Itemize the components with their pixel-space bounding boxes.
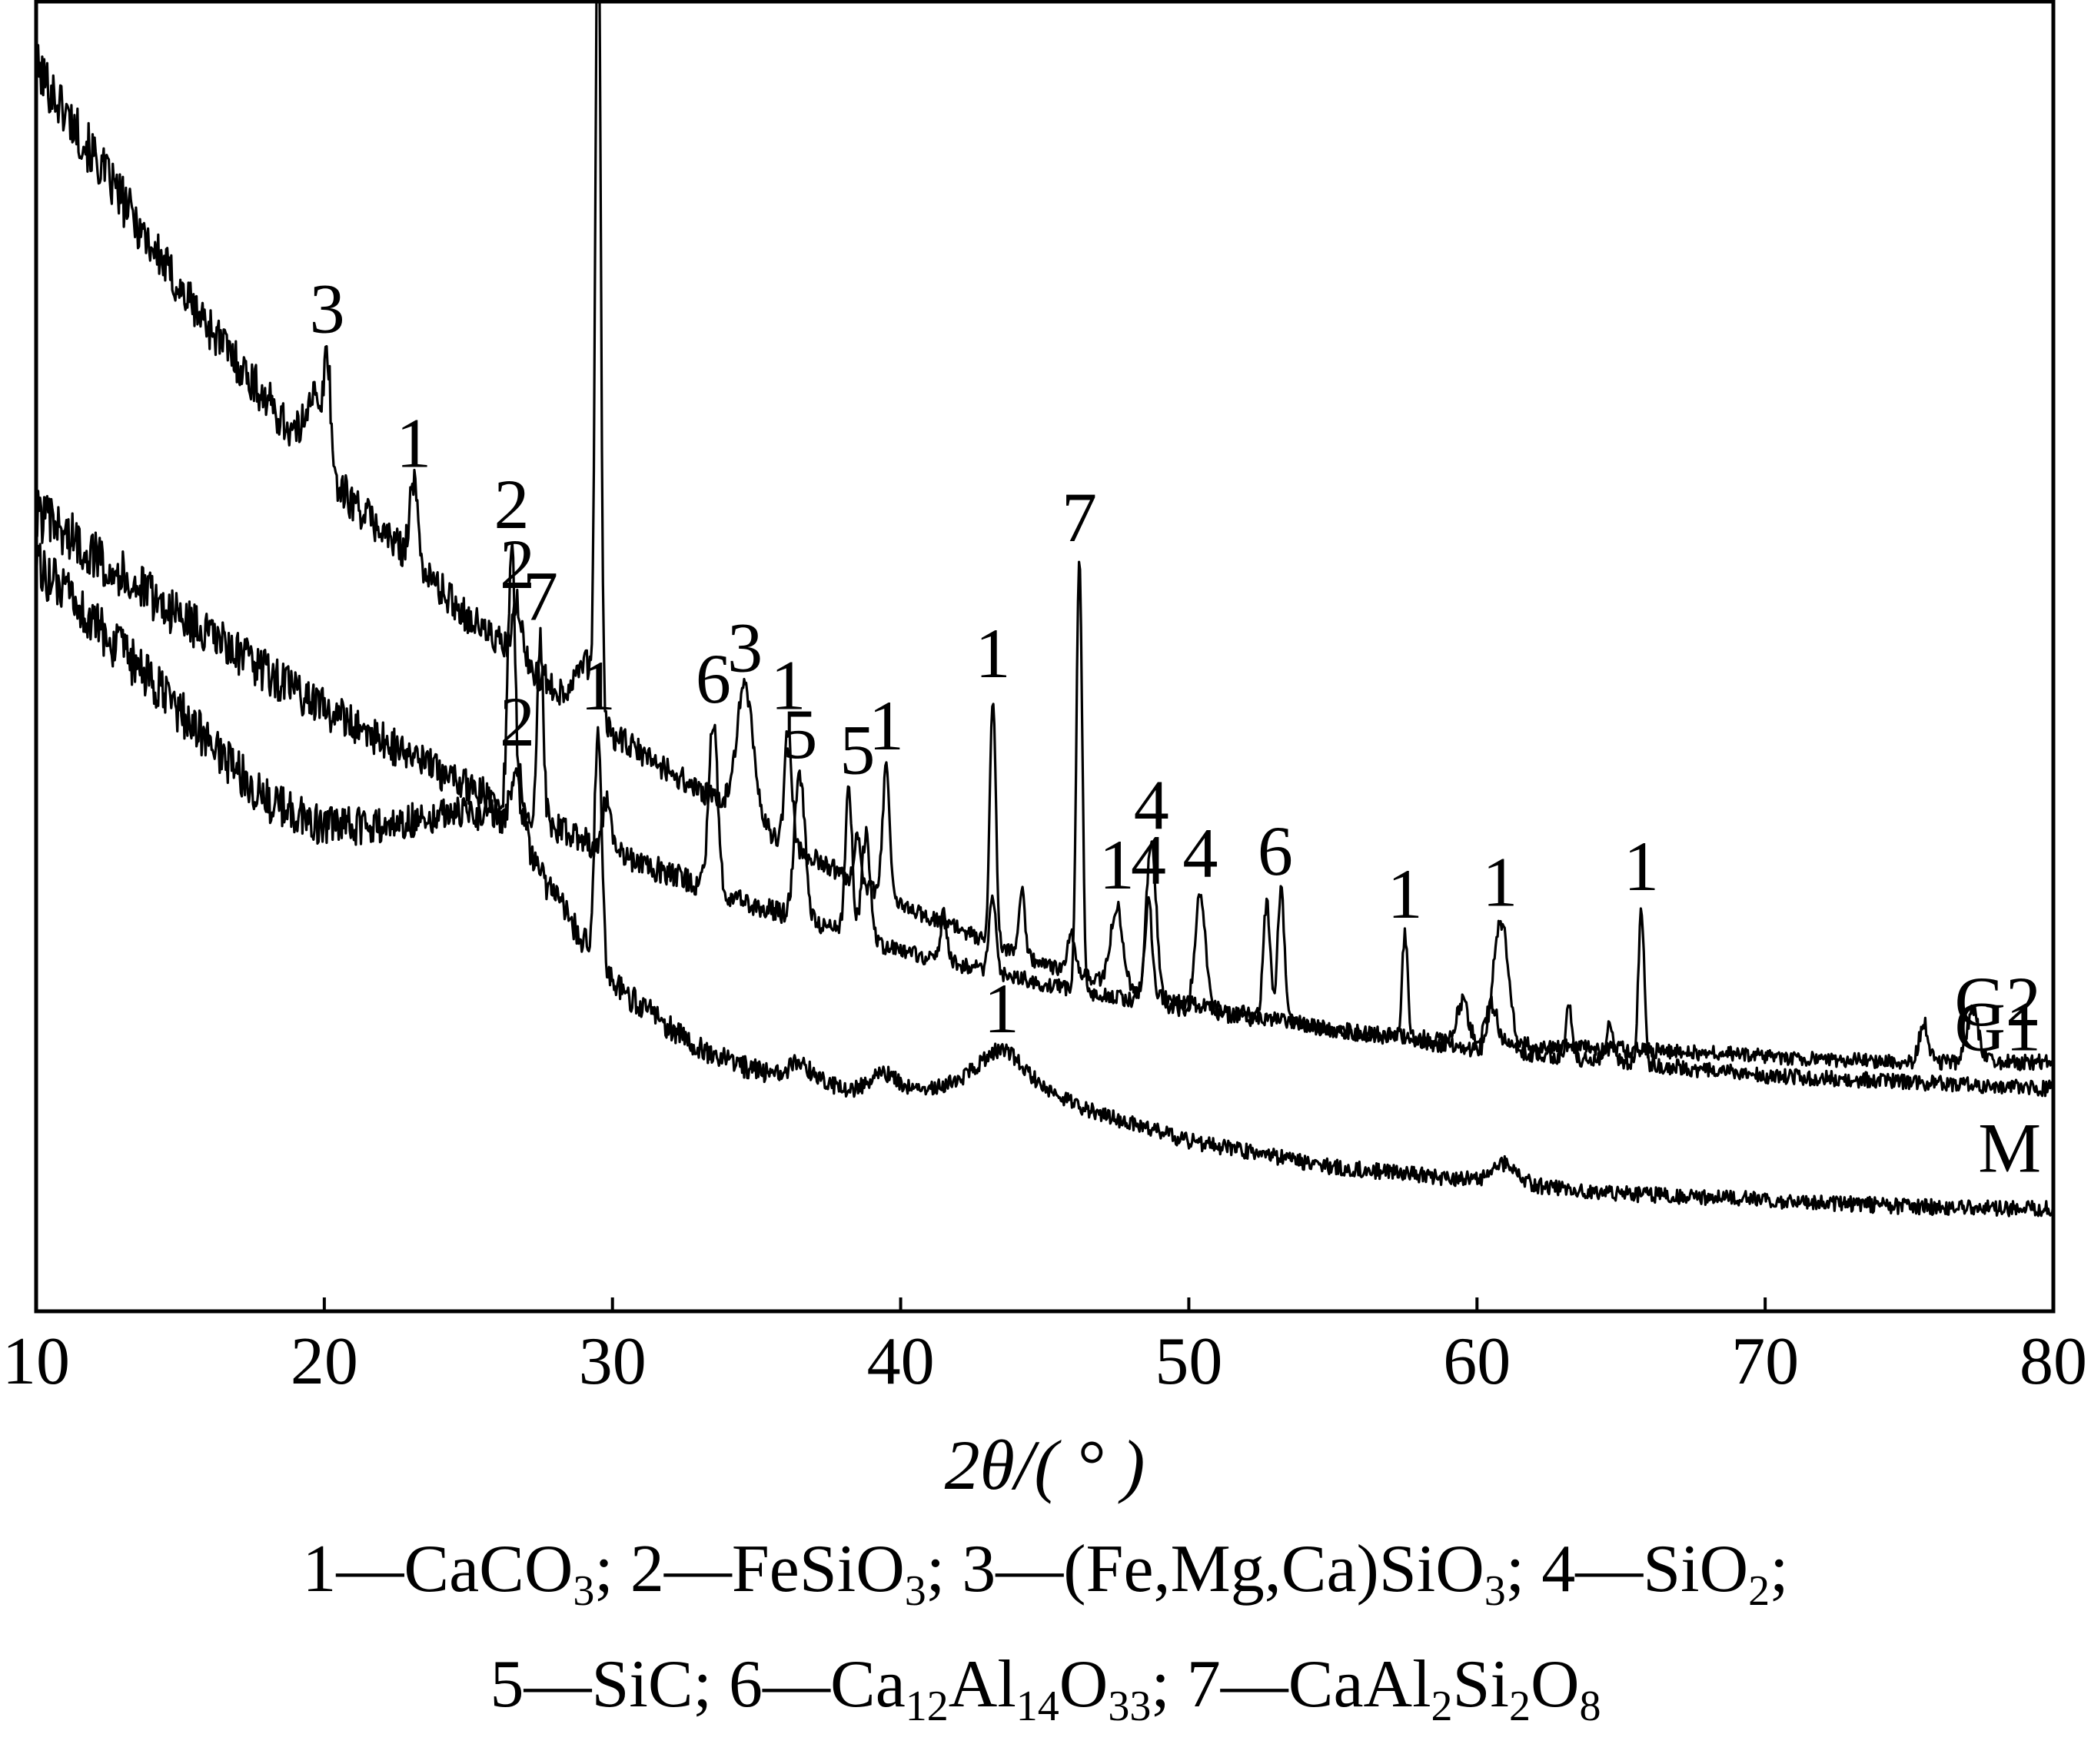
legend-subscript: 14	[1016, 1683, 1059, 1730]
peak-annotation: 2	[500, 525, 535, 603]
legend-text: ; 4—SiO	[1505, 1532, 1749, 1606]
legend-text: O	[1530, 1647, 1580, 1722]
peak-annotation: 6	[696, 639, 731, 718]
legend-subscript: 3	[904, 1567, 926, 1615]
x-tick-label: 50	[1155, 1324, 1222, 1399]
legend-subscript: 2	[1431, 1683, 1453, 1730]
legend-text: ;	[1770, 1532, 1789, 1606]
legend-text: ; 3—(Fe,Mg,Ca)SiO	[926, 1532, 1484, 1606]
peak-annotation: 2	[494, 465, 530, 543]
peak-annotation: 7	[523, 556, 558, 635]
legend-subscript: 3	[1484, 1567, 1506, 1615]
curve-label-G2: G2	[1955, 962, 2041, 1041]
plot-frame	[34, 0, 2056, 1314]
legend-line-1: 1—CaCO3; 2—FeSiO3; 3—(Fe,Mg,Ca)SiO3; 4—S…	[0, 1536, 2091, 1613]
legend-text: ; 2—FeSiO	[594, 1532, 905, 1606]
series-G2-line	[35, 490, 2055, 1071]
x-tick-label: 80	[2020, 1324, 2087, 1399]
x-tick-label: 20	[291, 1324, 358, 1399]
peak-annotation: 2	[500, 683, 535, 761]
peak-annotation: 1	[1099, 826, 1135, 904]
curve-label-M: M	[1978, 1108, 2041, 1187]
peak-annotation: 1	[1624, 827, 1659, 905]
peak-annotation: 5	[839, 710, 875, 789]
legend-text: 5—SiC; 6—Ca	[490, 1647, 906, 1722]
legend-text: ; 7—CaAl	[1151, 1647, 1431, 1722]
x-tick-label: 30	[579, 1324, 647, 1399]
peak-annotation: 5	[782, 695, 817, 773]
legend-subscript: 33	[1108, 1683, 1152, 1730]
legend-text: 1—CaCO	[302, 1532, 573, 1606]
curves-group	[35, 0, 2055, 1218]
peak-annotation: 1	[396, 404, 431, 482]
peak-annotation: 1	[869, 686, 904, 765]
peak-annotation: 1	[984, 969, 1019, 1048]
peak-annotation: 4	[1134, 766, 1169, 845]
x-tick-label: 10	[2, 1324, 70, 1399]
legend-subscript: 2	[1748, 1567, 1770, 1615]
series-M-line	[35, 543, 2055, 1218]
curve-label-G1: G1	[1955, 988, 2041, 1066]
x-axis-label: 2θ/( ° )	[945, 1426, 1145, 1504]
legend-text: Si	[1452, 1647, 1509, 1722]
peak-annotation: 1	[1482, 843, 1518, 922]
legend-subscript: 2	[1508, 1683, 1531, 1730]
x-tick-label: 40	[867, 1324, 935, 1399]
peak-annotation: 1	[1388, 855, 1423, 933]
peak-annotation: 1	[580, 646, 616, 725]
peak-annotations-group: 3121311114111276557446211	[310, 269, 1659, 1048]
legend-subscript: 8	[1579, 1683, 1601, 1730]
peak-annotation: 4	[1131, 821, 1166, 899]
peak-annotation: 6	[1258, 812, 1293, 890]
x-ticks-group: 10 20 30 40 50 60 70 80	[2, 1297, 2087, 1399]
peak-annotation: 7	[1062, 478, 1097, 556]
x-tick-label: 60	[1443, 1324, 1511, 1399]
peak-annotation: 1	[770, 646, 806, 725]
peak-annotation: 1	[976, 614, 1011, 693]
peak-annotation: 3	[727, 609, 763, 687]
legend-text: Al	[948, 1647, 1016, 1722]
legend-line-2: 5—SiC; 6—Ca12Al14O33; 7—CaAl2Si2O8	[0, 1651, 2091, 1729]
legend-text: O	[1059, 1647, 1109, 1722]
peak-annotation: 3	[310, 269, 345, 347]
peak-annotation: 4	[1182, 814, 1218, 892]
x-tick-label: 70	[1731, 1324, 1799, 1399]
legend-subscript: 12	[905, 1683, 949, 1730]
legend-subscript: 3	[573, 1567, 595, 1615]
series-G1-line	[35, 0, 2055, 1098]
